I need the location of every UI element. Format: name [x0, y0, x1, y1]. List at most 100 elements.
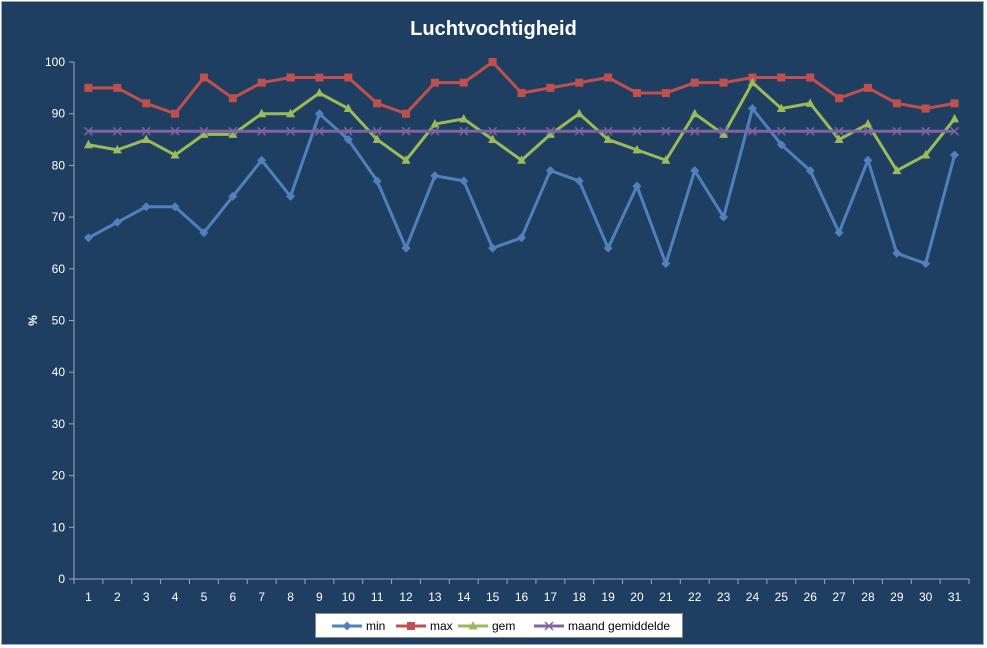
data-point-maand-gemiddelde	[257, 126, 267, 136]
data-point-min	[83, 233, 93, 243]
data-point-maand-gemiddelde	[516, 126, 527, 136]
data-point-gem	[257, 108, 267, 118]
series-maand-gemiddelde	[83, 126, 960, 136]
data-point-max	[517, 89, 526, 98]
data-point-max	[950, 99, 959, 108]
data-point-maand-gemiddelde	[632, 126, 642, 136]
data-point-min	[286, 191, 296, 201]
data-point-gem	[372, 134, 382, 144]
legend-label-min: min	[366, 619, 385, 633]
data-point-gem	[776, 103, 786, 113]
data-point-maand-gemiddelde	[776, 126, 786, 136]
data-point-gem	[430, 119, 440, 128]
data-point-maand-gemiddelde	[286, 126, 296, 136]
data-point-min	[747, 104, 757, 114]
data-point-maand-gemiddelde	[690, 126, 700, 136]
data-point-maand-gemiddelde	[401, 126, 411, 136]
data-point-max	[315, 73, 324, 82]
data-point-max	[113, 83, 122, 92]
x-tick-label: 14	[457, 590, 471, 604]
data-point-min	[661, 259, 671, 269]
legend-item-gem: gem	[458, 619, 515, 633]
data-point-min	[228, 191, 238, 201]
x-tick-label: 4	[172, 590, 179, 604]
data-point-gem	[661, 155, 671, 164]
series-min	[83, 104, 960, 269]
data-point-maand-gemiddelde	[603, 126, 613, 136]
y-tick-label: 50	[52, 314, 66, 328]
data-point-max	[921, 104, 930, 113]
data-point-gem	[892, 165, 902, 175]
data-point-max	[632, 89, 641, 98]
y-tick-label: 100	[45, 55, 65, 69]
data-point-maand-gemiddelde	[488, 126, 498, 136]
x-tick-label: 17	[544, 590, 558, 604]
data-point-max	[835, 94, 844, 103]
legend-item-min: min	[332, 619, 385, 633]
data-point-maand-gemiddelde	[863, 126, 873, 136]
x-tick-label: 13	[428, 590, 442, 604]
data-point-gem	[603, 134, 613, 144]
x-tick-label: 10	[342, 590, 356, 604]
data-point-maand-gemiddelde	[430, 126, 440, 136]
y-axis-label: %	[26, 315, 40, 326]
data-point-gem	[199, 129, 209, 138]
data-point-maand-gemiddelde	[372, 126, 382, 136]
data-point-max	[892, 99, 901, 108]
data-point-max	[777, 73, 786, 82]
y-tick-label: 40	[52, 365, 66, 379]
x-tick-label: 6	[229, 590, 236, 604]
data-point-min	[141, 202, 151, 212]
x-tick-label: 11	[371, 590, 384, 604]
data-point-min	[459, 176, 469, 186]
data-point-maand-gemiddelde	[950, 126, 960, 136]
x-tick-label: 19	[601, 590, 615, 604]
series-max	[84, 58, 959, 118]
data-point-max	[488, 58, 497, 66]
data-point-gem	[690, 108, 700, 118]
data-point-maand-gemiddelde	[459, 126, 469, 136]
data-point-min	[430, 171, 440, 181]
x-tick-label: 30	[919, 590, 933, 604]
x-tick-label: 18	[573, 590, 587, 604]
x-tick-label: 16	[515, 590, 529, 604]
data-point-max	[286, 73, 295, 82]
x-tick-label: 20	[630, 590, 644, 604]
legend-label-maand-gemiddelde: maand gemiddelde	[568, 619, 670, 633]
data-point-maand-gemiddelde	[112, 126, 122, 136]
data-point-min	[343, 135, 353, 145]
x-tick-label: 21	[659, 590, 673, 604]
data-point-maand-gemiddelde	[545, 126, 555, 136]
x-tick-label: 15	[486, 590, 500, 604]
data-point-min	[690, 166, 700, 176]
data-point-max	[142, 99, 151, 108]
x-tick-label: 24	[746, 590, 760, 604]
data-point-maand-gemiddelde	[574, 126, 584, 136]
data-point-maand-gemiddelde	[661, 126, 671, 136]
data-point-maand-gemiddelde	[343, 126, 353, 136]
data-point-gem	[459, 113, 469, 123]
data-point-gem	[921, 150, 931, 159]
data-point-min	[314, 109, 324, 119]
data-point-min	[603, 243, 613, 253]
data-point-gem	[112, 144, 122, 154]
y-tick-label: 70	[52, 210, 66, 224]
x-tick-label: 25	[775, 590, 789, 604]
data-point-min	[488, 243, 498, 253]
data-point-max	[661, 89, 670, 98]
data-point-min	[863, 155, 873, 165]
data-point-gem	[805, 98, 815, 107]
data-point-min	[372, 176, 382, 186]
data-point-gem	[545, 129, 555, 138]
x-tick-label: 23	[717, 590, 731, 604]
legend-label-gem: gem	[492, 619, 515, 633]
data-point-gem	[343, 103, 353, 113]
data-point-max	[373, 99, 382, 108]
data-point-max	[402, 109, 411, 118]
x-tick-label: 7	[258, 590, 265, 604]
y-tick-label: 30	[52, 417, 66, 431]
chart-title: Luchtvochtigheid	[410, 18, 577, 40]
data-point-maand-gemiddelde	[805, 126, 815, 136]
data-point-min	[517, 233, 526, 243]
